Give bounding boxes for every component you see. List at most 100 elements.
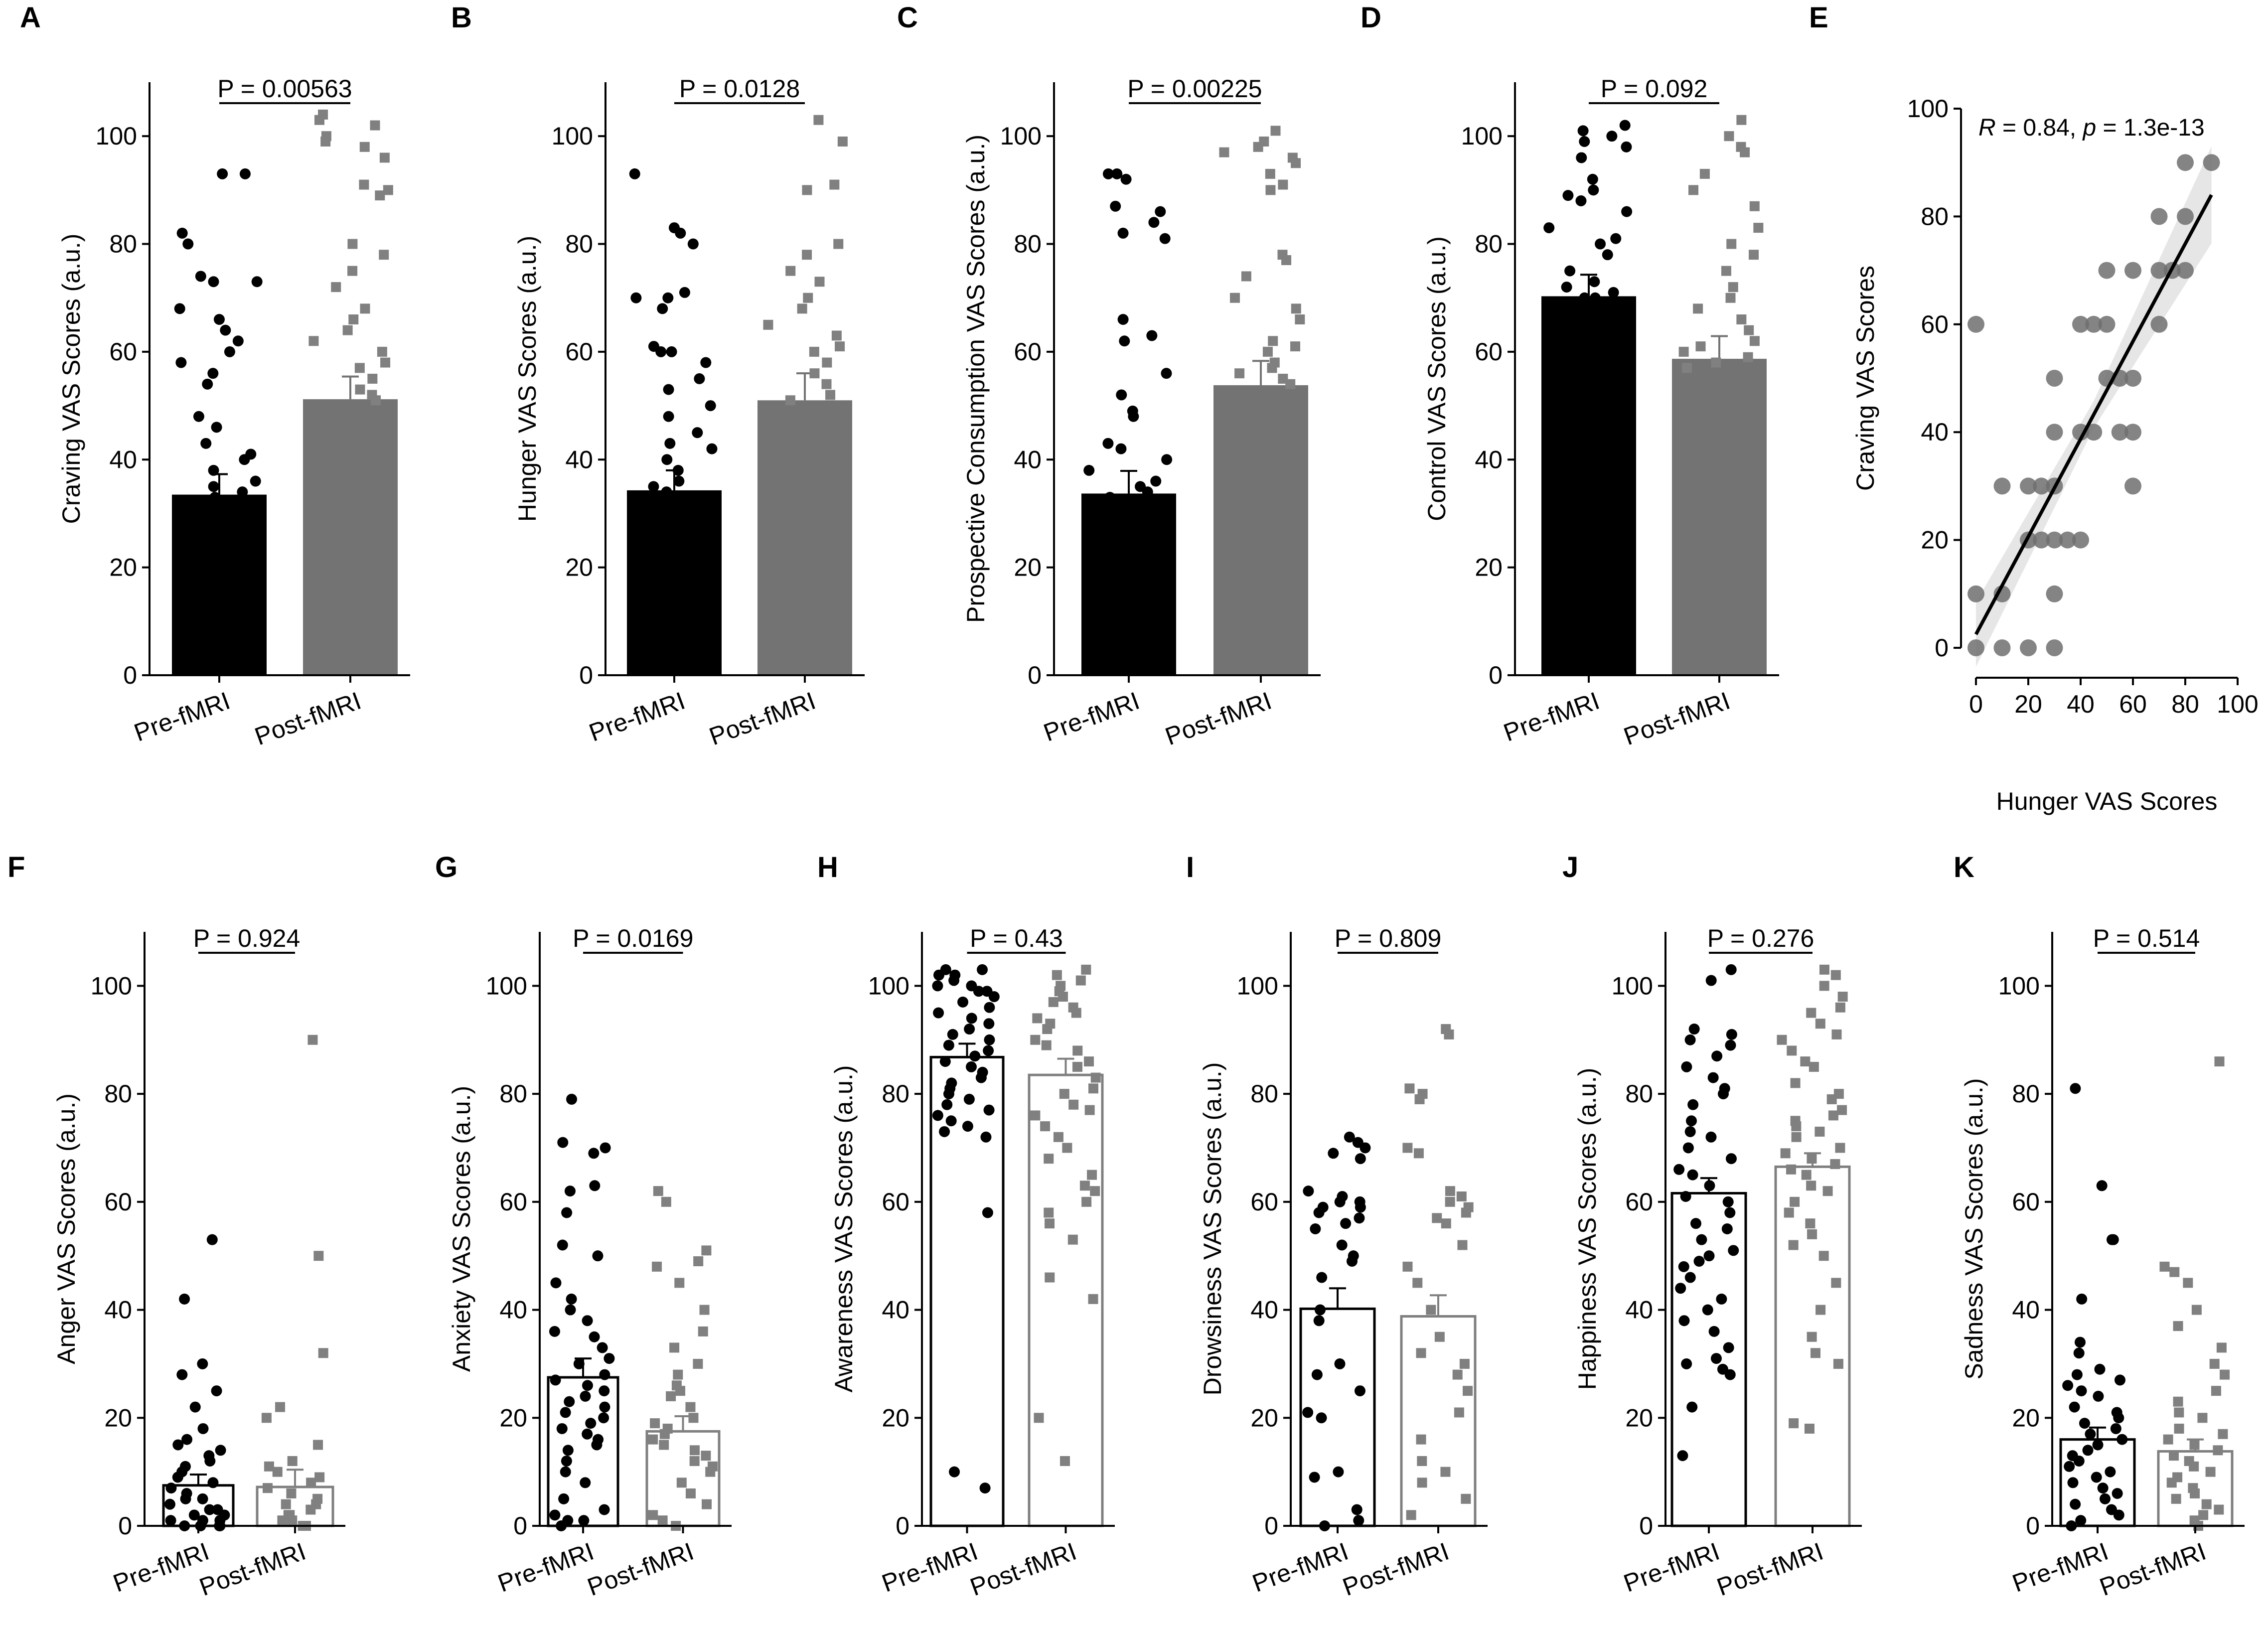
data-point-post [653,1186,663,1196]
data-point-pre [2094,1363,2106,1375]
data-point-post [652,1261,662,1272]
data-point-post [809,368,820,379]
regression-line [1974,194,2213,635]
annotation-p: p [2082,115,2096,141]
data-point-post [1831,1029,1842,1039]
data-point-post [1736,314,1747,324]
bar-post [1213,385,1308,675]
data-point-post [803,293,813,303]
y-axis-label: Craving VAS Scores (a.u.) [57,234,85,524]
scatter-point [2124,262,2141,279]
y-tick-label: 60 [499,1188,527,1216]
data-point-post [705,1467,716,1477]
data-point-post [320,137,331,147]
data-point-pre [1146,330,1158,341]
data-point-pre [933,969,945,981]
data-point-pre [1610,233,1622,244]
data-point-pre [180,1493,191,1504]
data-point-pre [648,481,659,492]
data-point-post [1044,1154,1054,1164]
data-point-pre [977,964,988,975]
y-axis-label: Drowsiness VAS Scores (a.u.) [1199,1062,1226,1396]
data-point-pre [1681,1358,1692,1369]
data-point-post [314,115,324,125]
data-point-post [1042,1024,1053,1035]
data-point-post [802,185,812,195]
data-point-pre [2062,1380,2074,1391]
data-point-pre [657,303,668,314]
data-point-pre [1328,1148,1339,1159]
bar-post [1400,1315,1477,1527]
data-point-post [2197,1413,2208,1423]
data-point-pre [1119,335,1130,347]
data-point-post [1830,1159,1840,1169]
data-point-pre [1150,475,1162,487]
data-point-pre [2070,1083,2081,1094]
data-point-post [1790,1078,1801,1088]
data-point-post [1417,1478,1427,1488]
scatter-point [1993,639,2011,656]
data-point-pre [2106,1234,2117,1245]
data-point-pre [224,346,235,357]
bar-pre [1081,493,1176,675]
data-point-pre [1606,131,1618,142]
y-tick-label: 40 [1014,445,1042,473]
y-tick-label: 20 [1475,554,1503,582]
data-point-pre [1710,1353,1722,1364]
data-point-post [1788,1240,1799,1250]
data-point-pre [208,481,219,492]
data-point-pre [964,1024,975,1035]
data-point-post [1062,1143,1072,1153]
data-point-post [1814,1126,1825,1137]
scatter-point [2020,477,2037,495]
data-point-pre [672,464,684,476]
data-point-post [674,1278,685,1288]
data-point-pre [204,1455,216,1467]
data-point-post [375,190,385,201]
panel-a: A 0 20 40 60 80 100 Pre-fMRI Post-fMRI Craving VA… [20,1,410,750]
data-point-post [287,1456,298,1466]
panel-e: E 0 20 40 60 80 100 0 20 40 60 80 100 Hunger VAS Scor… [1809,1,2259,815]
data-point-pre [1333,1466,1344,1478]
data-point-pre [208,464,219,476]
data-point-post [1045,1218,1055,1229]
y-tick-label: 20 [1250,1404,1278,1432]
bar-pre [1541,296,1636,675]
data-point-post [371,395,381,406]
bar-pre [172,494,267,675]
y-tick-label: 80 [109,230,137,258]
y-tick-label: 20 [2012,1404,2040,1432]
x-category-label: Post-fMRI [584,1537,697,1602]
data-point-pre [573,1358,585,1369]
scatter-point [2085,315,2103,333]
data-point-pre [1543,222,1555,234]
data-point-post [821,379,832,389]
y-tick-label: 100 [486,972,527,1000]
x-tick-label: 80 [2171,690,2199,718]
data-point-pre [215,1445,226,1456]
data-point-pre [982,1207,993,1218]
data-point-post [1270,126,1281,136]
data-point-post [2198,1510,2209,1520]
data-point-pre [687,238,699,250]
data-point-post [1048,997,1058,1007]
scatter-point [2150,208,2168,225]
data-point-pre [1724,1369,1736,1380]
y-axis-label: Sadness VAS Scores (a.u.) [1960,1078,1988,1380]
data-point-post [1787,1045,1797,1056]
data-point-pre [2099,1493,2111,1504]
data-point-post [2211,1386,2221,1396]
y-tick-label: 20 [109,554,137,582]
x-category-label: Post-fMRI [1620,687,1734,751]
data-point-post [1416,1434,1426,1445]
data-point-post [675,1386,686,1396]
data-point-post [1090,1186,1100,1196]
x-category-label: Pre-fMRI [586,687,689,747]
y-tick-label: 0 [123,661,137,689]
data-point-post [1262,346,1273,357]
data-point-pre [1682,1142,1694,1154]
data-point-pre [2064,1461,2075,1472]
data-point-pre [206,1234,218,1245]
data-point-post [347,239,358,249]
x-category-label: Pre-fMRI [110,1537,213,1598]
